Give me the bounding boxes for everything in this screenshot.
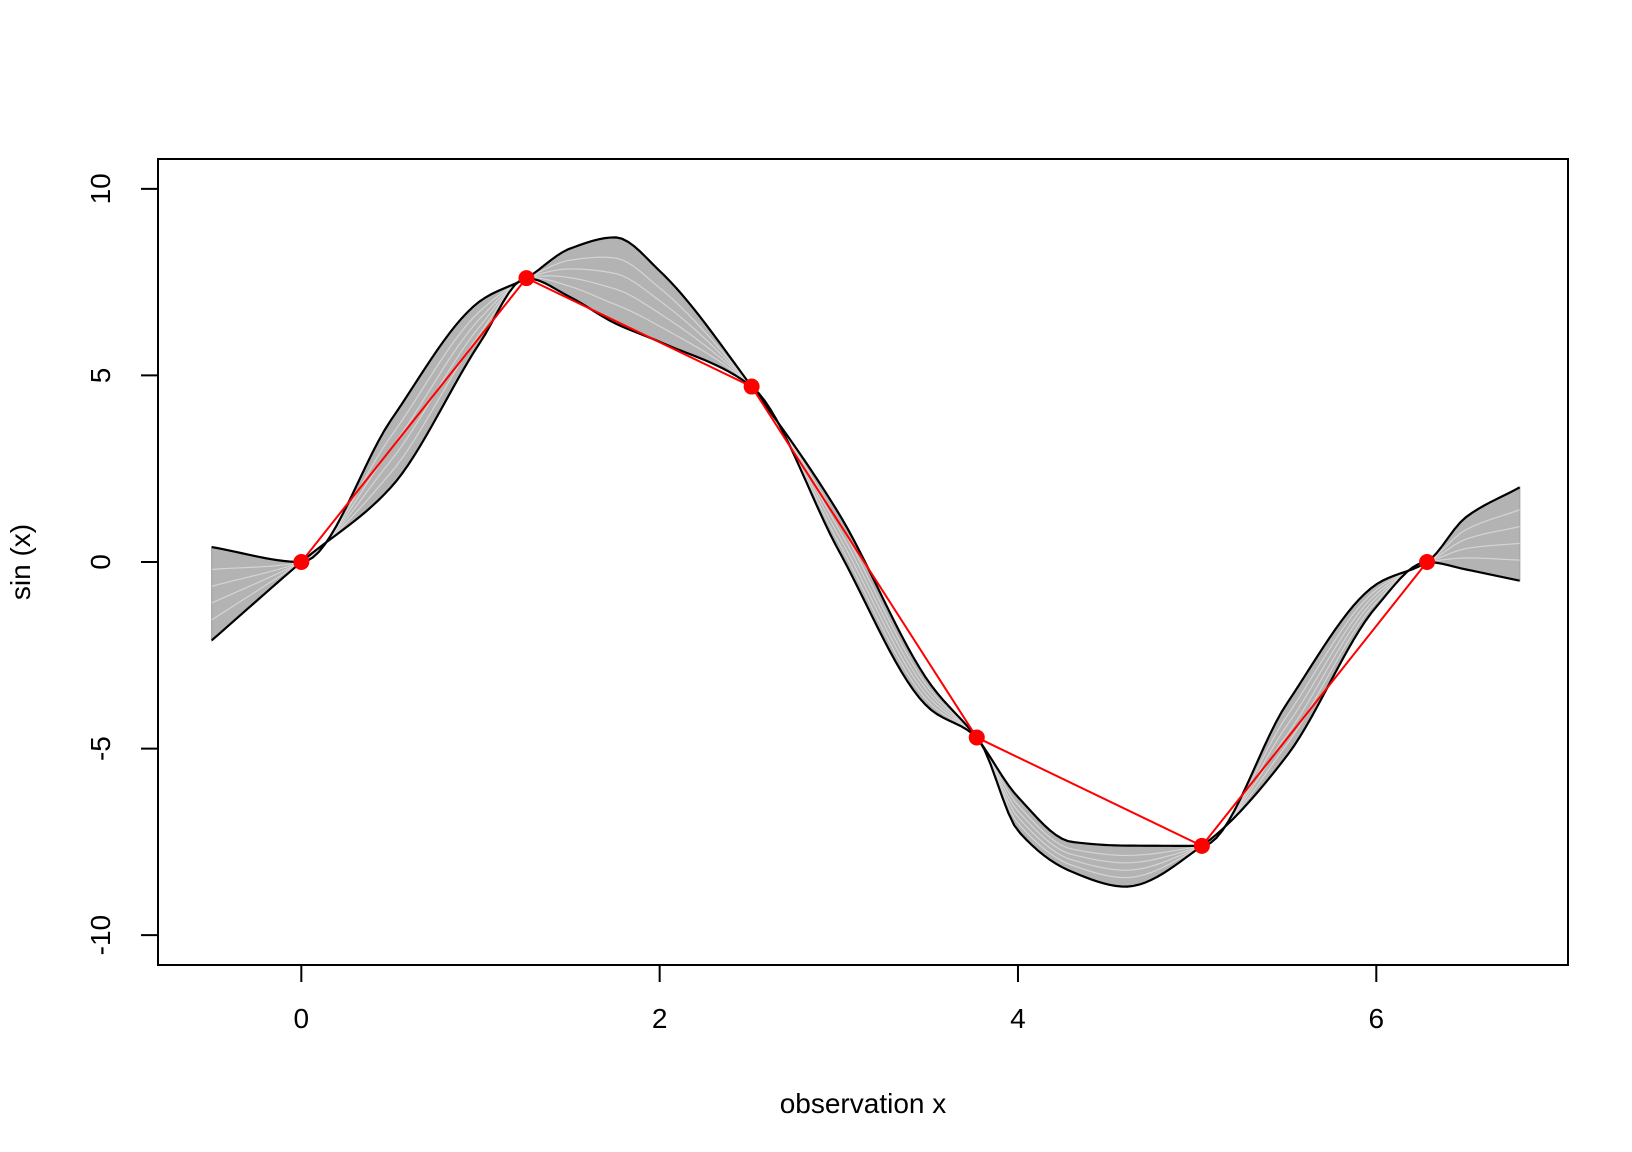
sample-path-3 xyxy=(211,268,1520,864)
y-tick-label: 0 xyxy=(85,554,116,570)
x-tick-label: 4 xyxy=(1010,1003,1026,1034)
sample-path-1 xyxy=(211,277,1520,879)
y-tick-label: -5 xyxy=(85,736,116,761)
sample-path-2 xyxy=(211,275,1520,871)
observation-point xyxy=(1419,554,1436,570)
x-tick-label: 2 xyxy=(652,1003,668,1034)
y-tick-label: -10 xyxy=(85,915,116,955)
observation-point xyxy=(968,729,985,746)
observation-line xyxy=(300,276,1428,848)
x-tick-label: 0 xyxy=(294,1003,310,1034)
observation-point xyxy=(743,378,760,395)
y-axis: -10 -5 0 5 10 xyxy=(85,173,158,955)
y-tick-label: 10 xyxy=(85,173,116,204)
x-tick-label: 6 xyxy=(1369,1003,1385,1034)
observation-layer xyxy=(293,270,1436,854)
y-tick-label: 5 xyxy=(85,368,116,384)
observation-point xyxy=(518,270,535,287)
observation-point xyxy=(293,554,310,570)
x-axis-title: observation x xyxy=(780,1088,947,1119)
bound-lines xyxy=(211,236,1521,888)
observation-point xyxy=(1193,837,1210,854)
y-axis-title: sin (x) xyxy=(5,524,36,600)
sample-path-4 xyxy=(211,256,1520,857)
x-axis: 0 2 4 6 xyxy=(294,965,1385,1034)
lower-bound-line xyxy=(211,276,1520,888)
upper-bound-line xyxy=(211,236,1521,847)
